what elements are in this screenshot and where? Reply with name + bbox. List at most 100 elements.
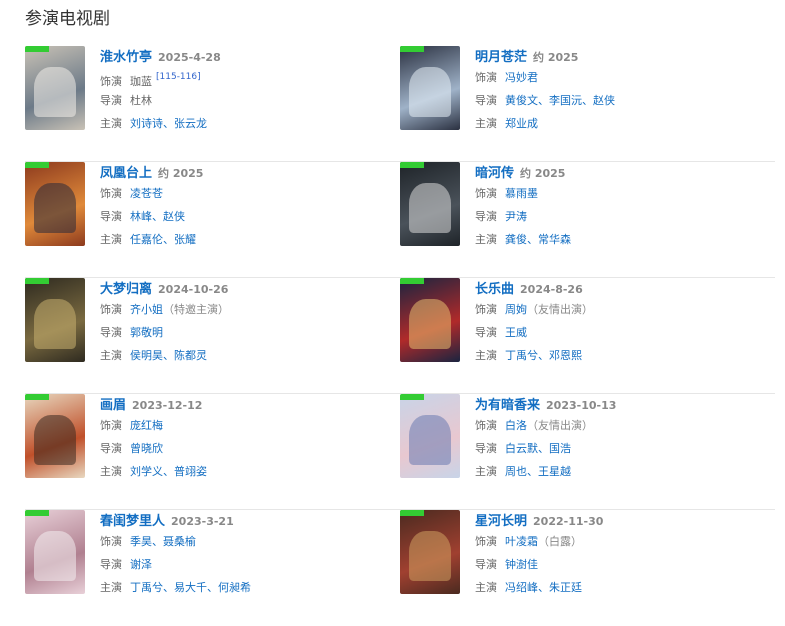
drama-card: 画眉 2023-12-12 饰演 庞红梅 导演 曾晓欣 主演 刘学义、普翊姿 xyxy=(25,394,400,510)
director-value[interactable]: 黄俊文、李国沅、赵侠 xyxy=(505,94,615,107)
drama-poster[interactable] xyxy=(400,510,460,594)
platform-badge xyxy=(25,46,49,52)
stars-row: 主演 丁禹兮、易大千、何昶希 xyxy=(100,576,251,599)
drama-date: 约 2025 xyxy=(520,167,566,180)
section-title: 参演电视剧 xyxy=(25,9,110,29)
poster-figure xyxy=(409,299,451,350)
drama-date: 2023-12-12 xyxy=(132,399,203,412)
stars-row: 主演 郑业成 xyxy=(475,112,615,135)
stars-value[interactable]: 任嘉伦、张耀 xyxy=(130,233,196,246)
drama-title-link[interactable]: 淮水竹亭 xyxy=(100,50,153,65)
drama-poster[interactable] xyxy=(25,46,85,130)
director-label: 导演 xyxy=(475,558,497,571)
director-row: 导演 谢泽 xyxy=(100,553,251,576)
role-label: 饰演 xyxy=(475,71,497,84)
role-value[interactable]: 冯妙君 xyxy=(505,71,538,84)
role-label: 饰演 xyxy=(475,535,497,548)
drama-poster[interactable] xyxy=(400,394,460,478)
director-value[interactable]: 谢泽 xyxy=(130,558,152,571)
platform-badge xyxy=(25,394,49,400)
director-value[interactable]: 白云默、国浩 xyxy=(505,442,571,455)
poster-figure xyxy=(409,531,451,582)
drama-title-link[interactable]: 星河长明 xyxy=(475,514,528,529)
stars-row: 主演 刘诗诗、张云龙 xyxy=(100,112,221,135)
director-value[interactable]: 钟澍佳 xyxy=(505,558,538,571)
role-note: （白露） xyxy=(538,535,582,548)
drama-list: 淮水竹亭 2025-4-28 饰演 珈蓝 [115-116] 导演 杜林 主演 刘诗诗、张… xyxy=(25,46,775,626)
stars-label: 主演 xyxy=(475,465,497,478)
stars-value[interactable]: 郑业成 xyxy=(505,117,538,130)
stars-value[interactable]: 刘诗诗、张云龙 xyxy=(130,117,207,130)
stars-label: 主演 xyxy=(100,233,122,246)
platform-badge xyxy=(400,46,424,52)
director-label: 导演 xyxy=(475,442,497,455)
stars-value[interactable]: 龚俊、常华森 xyxy=(505,233,571,246)
stars-value[interactable]: 丁禹兮、邓恩熙 xyxy=(505,349,582,362)
poster-figure xyxy=(409,67,451,118)
director-label: 导演 xyxy=(100,326,122,339)
drama-title-link[interactable]: 大梦归离 xyxy=(100,282,153,297)
stars-value[interactable]: 丁禹兮、易大千、何昶希 xyxy=(130,581,251,594)
role-value[interactable]: 季昊、聂桑榆 xyxy=(130,535,196,548)
stars-label: 主演 xyxy=(100,117,122,130)
stars-value[interactable]: 侯明昊、陈都灵 xyxy=(130,349,207,362)
drama-poster[interactable] xyxy=(400,46,460,130)
drama-title-link[interactable]: 凤凰台上 xyxy=(100,166,153,181)
director-value[interactable]: 王威 xyxy=(505,326,527,339)
role-value[interactable]: 齐小姐 xyxy=(130,303,163,316)
drama-title-link[interactable]: 画眉 xyxy=(100,398,127,413)
role-label: 饰演 xyxy=(100,419,122,432)
drama-poster[interactable] xyxy=(400,278,460,362)
drama-poster[interactable] xyxy=(25,162,85,246)
director-value[interactable]: 尹涛 xyxy=(505,210,527,223)
director-row: 导演 曾晓欣 xyxy=(100,437,207,460)
drama-card: 长乐曲 2024-8-26 饰演 周姁（友情出演） 导演 王威 主演 丁禹兮、邓恩熙 xyxy=(400,278,775,394)
drama-title-link[interactable]: 明月苍茫 xyxy=(475,50,528,65)
reference-link[interactable]: [115-116] xyxy=(156,72,201,82)
stars-row: 主演 侯明昊、陈都灵 xyxy=(100,344,229,367)
role-value[interactable]: 叶凌霜 xyxy=(505,535,538,548)
role-value[interactable]: 慕雨墨 xyxy=(505,187,538,200)
director-value[interactable]: 曾晓欣 xyxy=(130,442,163,455)
drama-title-link[interactable]: 长乐曲 xyxy=(475,282,515,297)
role-note: （特邀主演） xyxy=(163,303,229,316)
role-row: 饰演 叶凌霜（白露） xyxy=(475,530,603,553)
drama-title-link[interactable]: 春闺梦里人 xyxy=(100,514,166,529)
drama-title-link[interactable]: 暗河传 xyxy=(475,166,515,181)
poster-figure xyxy=(34,67,76,118)
director-row: 导演 白云默、国浩 xyxy=(475,437,616,460)
role-row: 饰演 庞红梅 xyxy=(100,414,207,437)
drama-date: 2024-10-26 xyxy=(158,283,229,296)
role-value[interactable]: 周姁 xyxy=(505,303,527,316)
stars-value[interactable]: 周也、王星越 xyxy=(505,465,571,478)
stars-value[interactable]: 刘学义、普翊姿 xyxy=(130,465,207,478)
platform-badge xyxy=(400,162,424,168)
drama-card: 星河长明 2022-11-30 饰演 叶凌霜（白露） 导演 钟澍佳 主演 冯绍峰、朱正廷 xyxy=(400,510,775,626)
drama-date: 2023-10-13 xyxy=(546,399,617,412)
role-note: （友情出演） xyxy=(527,419,593,432)
drama-date: 2023-3-21 xyxy=(171,515,234,528)
director-label: 导演 xyxy=(100,558,122,571)
role-value[interactable]: 白洛 xyxy=(505,419,527,432)
role-label: 饰演 xyxy=(475,419,497,432)
director-value[interactable]: 郭敬明 xyxy=(130,326,163,339)
drama-card: 凤凰台上约 2025 饰演 凌苍苍 导演 林峰、赵侠 主演 任嘉伦、张耀 xyxy=(25,162,400,278)
role-value[interactable]: 凌苍苍 xyxy=(130,187,163,200)
platform-badge xyxy=(400,510,424,516)
drama-poster[interactable] xyxy=(400,162,460,246)
drama-poster[interactable] xyxy=(25,278,85,362)
drama-title-link[interactable]: 为有暗香来 xyxy=(475,398,541,413)
drama-poster[interactable] xyxy=(25,510,85,594)
director-row: 导演 尹涛 xyxy=(475,205,571,228)
poster-figure xyxy=(34,183,76,234)
drama-card: 为有暗香来 2023-10-13 饰演 白洛（友情出演） 导演 白云默、国浩 主演 周也… xyxy=(400,394,775,510)
director-row: 导演 郭敬明 xyxy=(100,321,229,344)
platform-badge xyxy=(400,278,424,284)
poster-figure xyxy=(34,415,76,466)
role-value[interactable]: 庞红梅 xyxy=(130,419,163,432)
stars-value[interactable]: 冯绍峰、朱正廷 xyxy=(505,581,582,594)
director-value[interactable]: 林峰、赵侠 xyxy=(130,210,185,223)
poster-figure xyxy=(34,531,76,582)
drama-poster[interactable] xyxy=(25,394,85,478)
role-row: 饰演 慕雨墨 xyxy=(475,182,571,205)
